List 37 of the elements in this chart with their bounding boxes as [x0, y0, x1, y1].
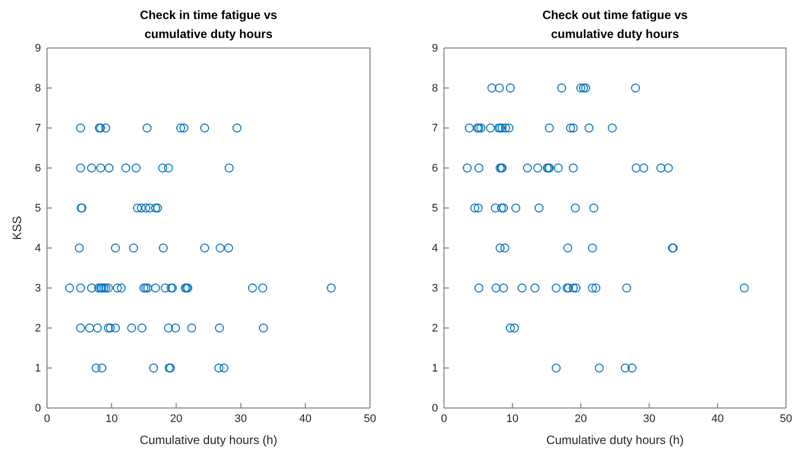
- x-tick-label: 30: [234, 412, 247, 425]
- x-axis-title: Cumulative duty hours (h): [546, 433, 684, 447]
- x-tick-label: 20: [574, 412, 587, 425]
- y-tick-label: 0: [34, 402, 41, 415]
- y-tick-label: 4: [34, 242, 41, 255]
- y-tick-label: 2: [34, 322, 41, 335]
- x-tick-label: 10: [506, 412, 519, 425]
- y-tick-label: 2: [432, 322, 438, 335]
- x-tick-label: 20: [170, 412, 182, 425]
- x-axis-title: Cumulative duty hours (h): [140, 433, 278, 447]
- x-tick-label: 50: [364, 412, 376, 425]
- x-tick-label: 30: [643, 412, 656, 425]
- y-tick-label: 3: [34, 282, 41, 295]
- y-tick-label: 6: [432, 162, 438, 175]
- x-tick-label: 10: [105, 412, 118, 425]
- y-tick-label: 8: [34, 82, 41, 95]
- y-tick-label: 0: [432, 402, 438, 415]
- y-tick-label: 9: [432, 42, 438, 55]
- y-tick-label: 8: [432, 82, 438, 95]
- x-tick-label: 40: [711, 412, 724, 425]
- x-tick-label: 0: [44, 412, 50, 425]
- y-tick-label: 5: [34, 202, 41, 215]
- y-tick-label: 3: [432, 282, 438, 295]
- y-tick-label: 1: [432, 362, 438, 375]
- y-tick-label: 1: [34, 362, 41, 375]
- y-tick-label: 9: [34, 42, 41, 55]
- chart-title: Check out time fatigue vs cumulative duty hours: [542, 8, 688, 41]
- y-axis-title: KSS: [10, 216, 24, 240]
- y-tick-label: 7: [34, 122, 41, 135]
- x-tick-label: 40: [299, 412, 312, 425]
- chart-title: Check in time fatigue vs cumulative duty hours: [140, 8, 278, 41]
- y-tick-label: 7: [432, 122, 438, 135]
- y-tick-label: 5: [432, 202, 438, 215]
- y-tick-label: 4: [432, 242, 438, 255]
- x-tick-label: 0: [440, 412, 448, 425]
- y-tick-label: 6: [34, 162, 41, 175]
- x-tick-label: 50: [780, 412, 792, 425]
